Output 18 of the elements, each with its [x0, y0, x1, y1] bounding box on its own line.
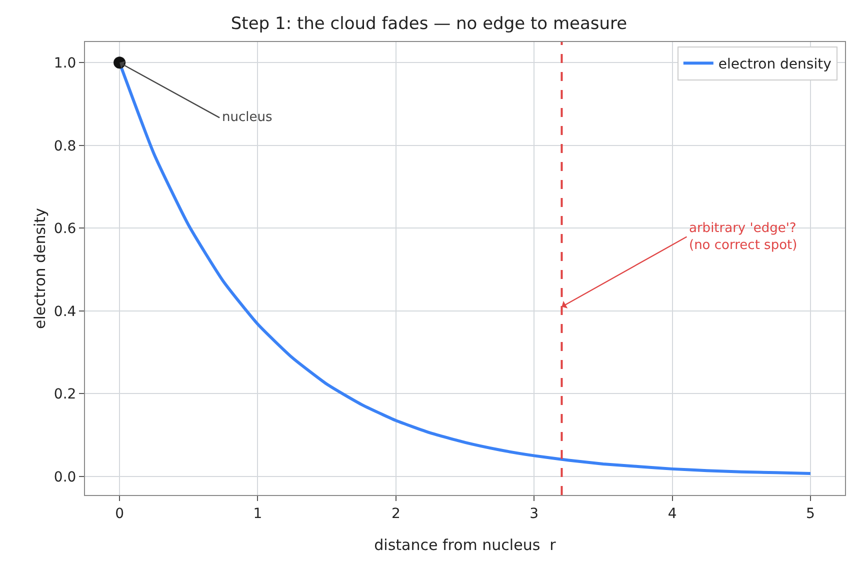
y-tick-label: 0.6: [54, 221, 76, 238]
y-axis-title: electron density: [31, 208, 49, 330]
y-tick-label: 0.8: [54, 138, 76, 154]
x-tick-label: 2: [391, 506, 400, 522]
annotation: arbitrary 'edge'? (no correct spot): [689, 221, 798, 253]
y-tick-label: 0.2: [54, 386, 76, 403]
x-tick-label: 0: [115, 506, 124, 522]
x-tick-label: 3: [530, 506, 539, 522]
x-tick-label: 4: [668, 506, 677, 522]
legend-label: electron density: [718, 56, 832, 73]
annotation: nucleus: [222, 110, 272, 125]
x-tick-label: 5: [806, 506, 815, 522]
chart-title: Step 1: the cloud fades — no edge to measure: [230, 14, 628, 34]
x-axis-title: distance from nucleus r: [374, 536, 557, 554]
x-tick-label: 1: [253, 506, 262, 522]
y-tick-label: 0.4: [54, 304, 76, 320]
y-tick-label: 1.0: [54, 56, 76, 72]
y-tick-label: 0.0: [54, 469, 76, 486]
